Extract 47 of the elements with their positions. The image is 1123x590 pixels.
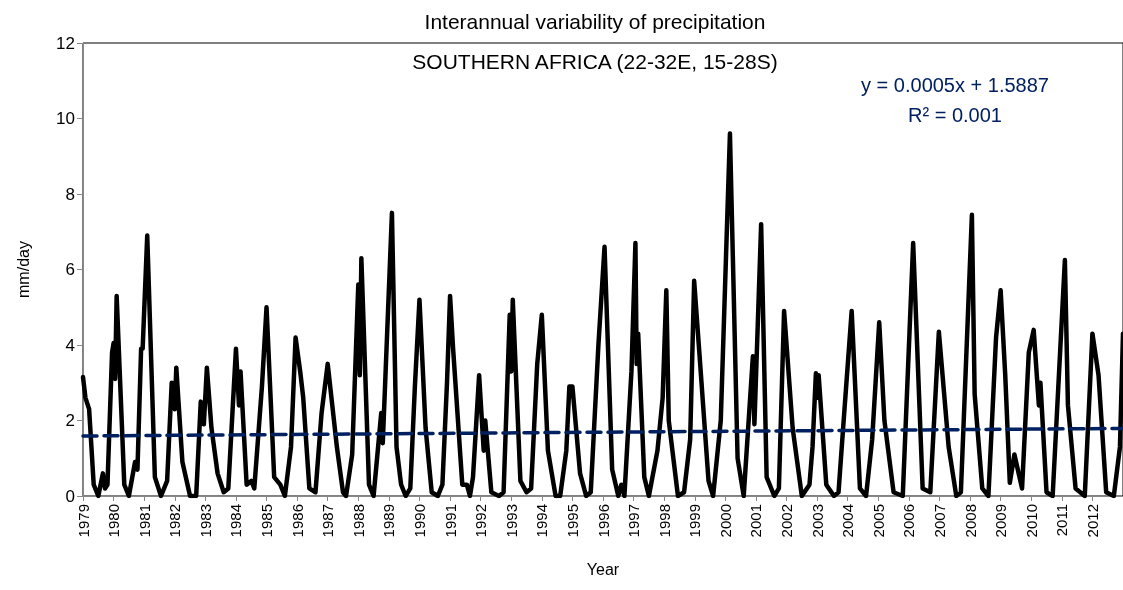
x-tick-label: 1994	[533, 504, 551, 538]
y-tick-label: 2	[65, 411, 75, 430]
annotation: R² = 0.001	[908, 104, 1002, 126]
chart-title: Interannual variability of precipitation	[424, 10, 766, 33]
x-tick-label: 2012	[1083, 504, 1101, 538]
x-tick-label: 1989	[380, 504, 398, 538]
x-tick-label: 1987	[319, 504, 337, 538]
x-tick-label: 1993	[502, 504, 520, 538]
x-tick-label: 1979	[74, 504, 92, 538]
x-tick-label: 2004	[839, 504, 857, 538]
chart-subtitle: SOUTHERN AFRICA (22-32E, 15-28S)	[412, 50, 778, 73]
x-tick-label: 1990	[410, 504, 428, 538]
x-tick-label: 2001	[747, 504, 765, 538]
x-tick-label: 1981	[135, 504, 153, 538]
x-tick-label: 1984	[227, 504, 245, 538]
x-tick-label: 1996	[594, 504, 612, 538]
x-tick-label: 2008	[961, 504, 979, 538]
x-tick-label: 2011	[1053, 504, 1071, 537]
x-tick-label: 1991	[441, 504, 459, 538]
x-tick-label: 2007	[930, 504, 948, 538]
x-tick-label: 2006	[900, 504, 918, 538]
x-tick-label: 1997	[625, 504, 643, 538]
y-tick-label: 4	[65, 335, 75, 355]
x-tick-label: 1999	[686, 504, 704, 538]
y-tick-label: 10	[56, 109, 75, 128]
x-tick-label: 1995	[563, 504, 581, 538]
y-axis-title: mm/day	[14, 241, 32, 298]
annotation: y = 0.0005x + 1.5887	[861, 74, 1049, 96]
x-tick-label: 1992	[472, 504, 490, 538]
x-tick-label: 1986	[288, 504, 306, 538]
x-tick-label: 2000	[716, 504, 734, 538]
x-tick-label: 2003	[808, 504, 826, 538]
x-axis-title: Year	[586, 560, 620, 578]
x-tick-label: 1982	[166, 504, 184, 538]
x-tick-label: 2002	[778, 504, 796, 538]
x-tick-label: 2005	[869, 504, 887, 538]
y-tick-label: 6	[65, 260, 75, 279]
x-tick-label: 1988	[349, 504, 367, 538]
x-tick-label: 1983	[196, 504, 214, 538]
x-tick-label: 1985	[258, 504, 276, 538]
x-tick-label: 1980	[105, 504, 123, 538]
y-tick-label: 12	[56, 33, 75, 53]
y-tick-label: 0	[65, 486, 75, 506]
x-tick-label: 1998	[655, 504, 673, 538]
y-tick-label: 8	[65, 184, 75, 204]
x-tick-label: 2009	[992, 504, 1010, 538]
x-tick-label: 2010	[1022, 504, 1040, 538]
